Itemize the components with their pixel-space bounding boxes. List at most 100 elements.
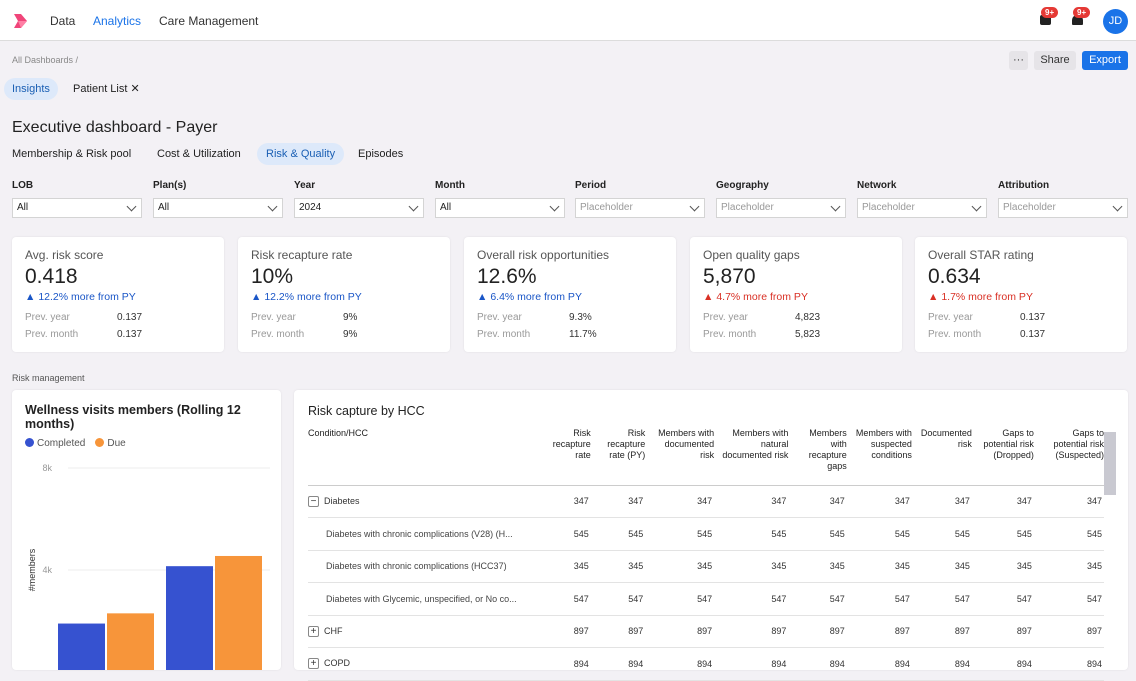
cell-value: 547 [788, 582, 847, 616]
cell-value: 345 [590, 550, 646, 583]
table-row[interactable]: Diabetes with chronic complications (HCC… [308, 550, 1104, 583]
kpi-value: 0.634 [928, 265, 981, 288]
filter-select[interactable]: Placeholder [857, 198, 987, 218]
filter-select[interactable]: All [153, 198, 283, 218]
legend-dot [95, 438, 105, 447]
label: Prev. month [477, 329, 531, 340]
cell-value: 345 [971, 550, 1034, 583]
bar-chart: 4k 8k #members [27, 463, 270, 670]
cell-value: 347 [971, 485, 1034, 518]
cell-value: 547 [1033, 582, 1104, 616]
chevron-down-icon [689, 201, 700, 212]
kpi-value: 10% [251, 265, 294, 288]
triangle-up-icon: ▲ [25, 291, 36, 303]
page-title: Executive dashboard - Payer [12, 119, 218, 136]
filter-label: Geography [716, 180, 769, 191]
chat-icon[interactable] [1040, 15, 1051, 25]
filter-value: Placeholder [862, 202, 915, 213]
cell-value: 347 [911, 485, 972, 518]
column-header[interactable]: Risk recapture rate (PY) [590, 428, 646, 486]
cell-value: 345 [788, 550, 847, 583]
cell-value: 345 [911, 550, 972, 583]
tab-insights[interactable]: Insights [4, 78, 58, 100]
nav-analytics[interactable]: Analytics [93, 14, 142, 28]
share-button[interactable]: Share [1034, 51, 1076, 70]
column-header[interactable]: Members with natural documented risk [714, 428, 789, 486]
kpi-value: 5,870 [703, 265, 756, 288]
filter-lob: LOB All [12, 180, 142, 218]
triangle-up-icon: ▲ [251, 291, 262, 303]
column-header[interactable]: Members with suspected conditions [846, 428, 912, 486]
triangle-up-icon: ▲ [477, 291, 488, 303]
close-icon[interactable]: ✕ [130, 83, 140, 95]
wellness-chart-card: Wellness visits members (Rolling 12 mont… [12, 390, 281, 670]
filter-value: Placeholder [580, 202, 633, 213]
expand-icon[interactable]: + [308, 625, 319, 637]
table-row[interactable]: Diabetes with Glycemic, unspecified, or … [308, 582, 1104, 616]
chevron-down-icon [126, 201, 137, 212]
value: 0.137 [1020, 312, 1046, 323]
tab-risk-quality[interactable]: Risk & Quality [257, 143, 345, 165]
cell-value: 347 [714, 485, 789, 518]
cell-value: 545 [590, 517, 646, 551]
legend-completed[interactable]: Completed [25, 438, 85, 449]
chat-badge: 9+ [1041, 7, 1059, 18]
table-row[interactable]: Diabetes with chronic complications (V28… [308, 517, 1104, 551]
kpi-card: Overall risk opportunities 12.6% ▲ 6.4% … [464, 237, 676, 352]
kpi-prev-year: Prev. year 4,823 [703, 312, 889, 323]
filter-select[interactable]: All [12, 198, 142, 218]
y-tick-label: 4k [42, 565, 52, 575]
collapse-icon[interactable]: − [308, 495, 319, 507]
column-header[interactable]: Gaps to potential risk (Suspected) [1033, 428, 1104, 486]
label: Prev. year [477, 312, 522, 323]
tab-patient-list[interactable]: Patient List ✕ [65, 78, 148, 100]
cell-value: 347 [590, 485, 646, 518]
nav-data[interactable]: Data [50, 14, 76, 28]
y-tick-label: 8k [42, 463, 52, 473]
column-header[interactable]: Gaps to potential risk (Dropped) [971, 428, 1034, 486]
filter-period: Period Placeholder [575, 180, 705, 218]
column-header[interactable]: Members with documented risk [645, 428, 715, 486]
filter-select[interactable]: Placeholder [716, 198, 846, 218]
column-header[interactable]: Condition/HCC [308, 428, 540, 486]
nav-care-management[interactable]: Care Management [159, 14, 259, 28]
table-row[interactable]: + CHF 897 897 897 897 897 897 897 897 897 [308, 615, 1104, 648]
bell-icon[interactable] [1072, 15, 1083, 25]
filter-label: Period [575, 180, 607, 191]
export-button[interactable]: Export [1082, 51, 1128, 70]
column-header[interactable]: Members with recapture gaps [788, 428, 847, 486]
chevron-down-icon [549, 201, 560, 212]
risk-capture-table: Condition/HCC Risk recapture rate Risk rec… [308, 428, 1104, 681]
filter-year: Year 2024 [294, 180, 424, 218]
cell-value: 545 [1033, 517, 1104, 551]
tab-cost-utilization[interactable]: Cost & Utilization [157, 148, 241, 160]
logo-icon [14, 14, 27, 28]
value: 9.3% [569, 312, 592, 323]
cell-value: 545 [540, 517, 591, 551]
filter-select[interactable]: All [435, 198, 565, 218]
column-header[interactable]: Documented risk [911, 428, 972, 486]
filter-select[interactable]: Placeholder [575, 198, 705, 218]
tab-membership[interactable]: Membership & Risk pool [12, 148, 132, 160]
filter-value: Placeholder [1003, 202, 1056, 213]
avatar[interactable]: JD [1103, 9, 1128, 34]
y-axis-label: #members [27, 548, 37, 591]
cell-value: 347 [540, 485, 591, 518]
breadcrumb[interactable]: All Dashboards / [12, 55, 79, 65]
legend-label: Due [107, 438, 126, 449]
more-button[interactable]: ··· [1009, 51, 1028, 70]
filter-select[interactable]: 2024 [294, 198, 424, 218]
cell-value: 547 [971, 582, 1034, 616]
filter-select[interactable]: Placeholder [998, 198, 1128, 218]
cell-value: 897 [590, 615, 646, 648]
column-header[interactable]: Risk recapture rate [540, 428, 591, 486]
legend-due[interactable]: Due [95, 438, 126, 449]
triangle-up-icon: ▲ [703, 291, 714, 303]
cell-value: 547 [590, 582, 646, 616]
cell-value: 897 [1033, 615, 1104, 648]
cell-value: 545 [846, 517, 912, 551]
table-scrollbar[interactable] [1104, 432, 1116, 495]
filter-value: All [158, 202, 170, 213]
table-row[interactable]: − Diabetes 347 347 347 347 347 347 347 347 347 [308, 485, 1104, 518]
tab-episodes[interactable]: Episodes [358, 148, 404, 160]
